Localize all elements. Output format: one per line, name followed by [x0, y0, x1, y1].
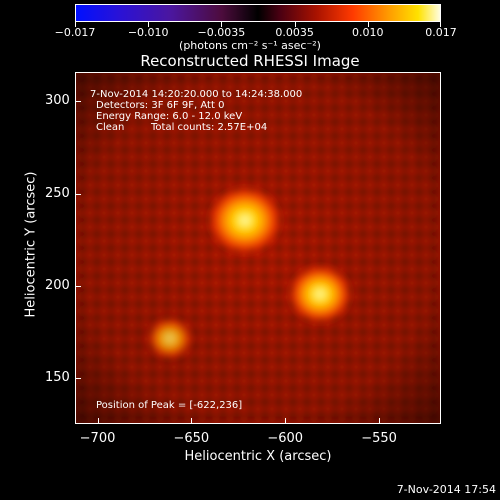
colorbar [75, 4, 441, 22]
y-tick-label: 200 [45, 277, 70, 293]
peak-position-text: Position of Peak = [-622,236] [96, 400, 242, 411]
y-tick [75, 193, 81, 195]
colorbar-tick-label: −0.010 [127, 26, 169, 39]
y-tick [75, 285, 81, 287]
colorbar-tick [294, 22, 296, 27]
annotation-layer: 7-Nov-2014 14:20:20.000 to 14:24:38.000 … [90, 89, 302, 411]
y-tick-label: 250 [45, 185, 70, 201]
y-tick-label: 300 [45, 93, 70, 109]
x-tick [285, 418, 287, 424]
xray-source-1 [206, 185, 283, 256]
colorbar-tick [148, 22, 150, 27]
y-axis-label: Heliocentric Y (arcsec) [23, 171, 39, 318]
algorithm-text: Clean [96, 122, 124, 133]
colorbar-tick-label: 0.0035 [275, 26, 314, 39]
energy-range-text: Energy Range: 6.0 - 12.0 keV [96, 111, 242, 122]
x-tick-label: −600 [267, 431, 304, 446]
x-tick [379, 418, 381, 424]
colorbar-tick-label: 0.010 [352, 26, 384, 39]
xray-source-2 [287, 264, 353, 324]
heatmap[interactable]: 7-Nov-2014 14:20:20.000 to 14:24:38.000 … [76, 73, 440, 423]
image-plot[interactable]: 7-Nov-2014 14:20:20.000 to 14:24:38.000 … [75, 72, 441, 424]
x-tick-label: −650 [173, 431, 210, 446]
footer-timestamp: 7-Nov-2014 17:54 [396, 483, 496, 496]
x-axis-label: Heliocentric X (arcsec) [184, 449, 332, 464]
colorbar-tick [440, 22, 441, 27]
sources-layer [147, 185, 353, 360]
y-tick [75, 101, 81, 103]
xray-source-3 [147, 317, 193, 360]
detectors-text: Detectors: 3F 6F 9F, Att 0 [96, 100, 224, 111]
total-counts-text: Total counts: 2.57E+04 [150, 122, 267, 133]
time-range-text: 7-Nov-2014 14:20:20.000 to 14:24:38.000 [90, 89, 302, 100]
x-tick-label: −700 [79, 431, 116, 446]
colorbar-units: (photons cm⁻² s⁻¹ asec⁻²) [179, 39, 321, 52]
x-tick [97, 418, 99, 424]
colorbar-tick [75, 22, 76, 27]
colorbar-tick [221, 22, 223, 27]
colorbar-tick [367, 22, 369, 27]
colorbar-tick-label: 0.017 [425, 26, 457, 39]
y-tick-label: 150 [45, 369, 70, 385]
x-tick [191, 418, 193, 424]
y-tick [75, 377, 81, 379]
x-tick-label: −550 [361, 431, 397, 446]
colorbar-gradient [76, 5, 440, 21]
colorbar-tick-label: −0.0035 [197, 26, 246, 39]
colorbar-tick-label: −0.017 [54, 26, 96, 39]
image-title: Reconstructed RHESSI Image [140, 52, 360, 70]
